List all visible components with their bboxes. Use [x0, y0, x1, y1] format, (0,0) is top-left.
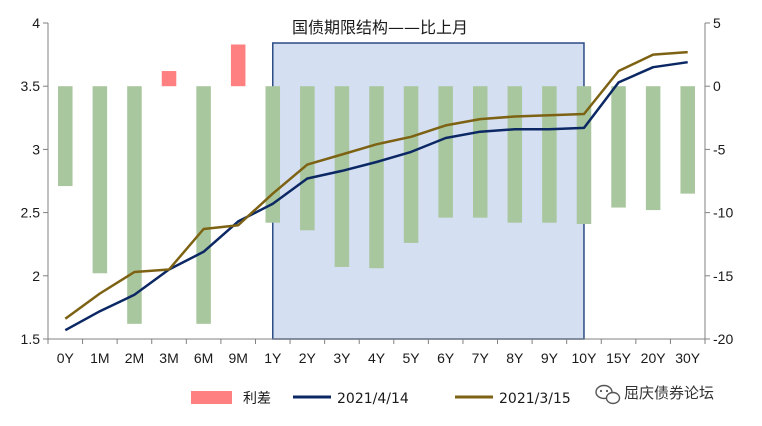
right-tick-label: -5: [713, 141, 726, 157]
x-tick-label-8Y: 8Y: [506, 350, 524, 366]
bar-8Y: [507, 86, 523, 223]
bar-0Y: [58, 86, 73, 187]
bar-9M: [230, 44, 246, 87]
bar-6M: [196, 86, 211, 324]
legend-label-series-2: 2021/3/15: [499, 391, 571, 407]
line-series-2: [64, 50, 688, 320]
watermark-text: 屈庆债券论坛: [624, 384, 714, 402]
x-tick-label-2Y: 2Y: [299, 350, 317, 366]
bar-1Y: [265, 86, 281, 223]
bar-10Y: [576, 86, 592, 224]
bar-7Y: [472, 86, 488, 218]
legend-label-series-1: 2021/4/14: [337, 391, 409, 407]
bar-15Y: [611, 86, 626, 208]
wechat-icon: [595, 384, 621, 405]
legend-label-spread: 利差: [243, 391, 271, 407]
left-tick-label: 2: [32, 268, 40, 284]
bar-3M: [161, 71, 177, 87]
x-tick-label-1M: 1M: [90, 350, 109, 366]
x-tick-label-7Y: 7Y: [472, 350, 490, 366]
right-tick-label: -20: [713, 331, 733, 347]
bar-9Y: [542, 86, 557, 223]
bar-20Y: [645, 86, 661, 211]
left-tick-label: 3: [32, 141, 40, 157]
chart-title: 国债期限结构——比上月: [292, 18, 468, 37]
left-tick-label: 2.5: [21, 205, 41, 221]
left-tick-label: 1.5: [21, 331, 41, 347]
left-tick-label: 3.5: [21, 78, 41, 94]
right-tick-label: 0: [713, 78, 721, 94]
x-tick-label-1Y: 1Y: [264, 350, 282, 366]
highlight-region: [272, 42, 585, 340]
right-tick-label: 5: [713, 15, 721, 31]
bar-2M: [127, 86, 142, 324]
x-tick-label-3M: 3M: [159, 350, 178, 366]
x-tick-label-15Y: 15Y: [606, 350, 632, 366]
x-tick-label-2M: 2M: [125, 350, 144, 366]
x-tick-label-20Y: 20Y: [641, 350, 667, 366]
x-tick-label-5Y: 5Y: [403, 350, 421, 366]
x-tick-label-9M: 9M: [228, 350, 247, 366]
x-tick-label-4Y: 4Y: [368, 350, 386, 366]
right-tick-label: -15: [713, 268, 733, 284]
bar-3Y: [334, 86, 350, 267]
x-tick-label-10Y: 10Y: [572, 350, 598, 366]
x-tick-label-30Y: 30Y: [675, 350, 701, 366]
legend: 利差 2021/4/14 2021/3/15: [191, 391, 571, 407]
bar-5Y: [403, 86, 419, 243]
bar-30Y: [680, 86, 695, 194]
watermark: 屈庆债券论坛: [595, 384, 714, 405]
bar-2Y: [300, 86, 315, 231]
left-tick-label: 4: [32, 15, 40, 31]
x-tick-label-0Y: 0Y: [57, 350, 75, 366]
x-tick-label-6M: 6M: [194, 350, 213, 366]
bar-4Y: [369, 86, 384, 269]
x-tick-label-6Y: 6Y: [437, 350, 455, 366]
x-tick-label-3Y: 3Y: [333, 350, 351, 366]
right-tick-label: -10: [713, 205, 733, 221]
legend-swatch-spread: [191, 391, 232, 404]
bar-1M: [92, 86, 108, 274]
x-tick-label-9Y: 9Y: [541, 350, 559, 366]
bar-6Y: [438, 86, 453, 218]
